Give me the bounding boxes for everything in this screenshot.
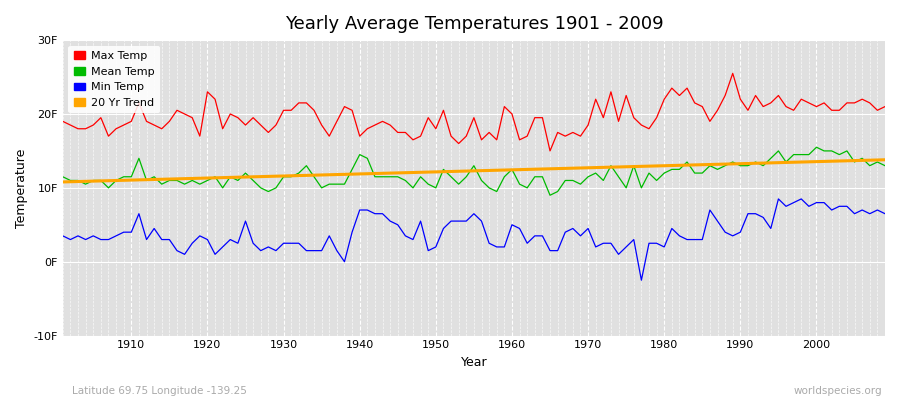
Y-axis label: Temperature: Temperature (15, 148, 28, 228)
Text: worldspecies.org: worldspecies.org (794, 386, 882, 396)
X-axis label: Year: Year (461, 356, 487, 369)
Text: Latitude 69.75 Longitude -139.25: Latitude 69.75 Longitude -139.25 (72, 386, 247, 396)
Title: Yearly Average Temperatures 1901 - 2009: Yearly Average Temperatures 1901 - 2009 (284, 15, 663, 33)
Legend: Max Temp, Mean Temp, Min Temp, 20 Yr Trend: Max Temp, Mean Temp, Min Temp, 20 Yr Tre… (68, 46, 160, 114)
